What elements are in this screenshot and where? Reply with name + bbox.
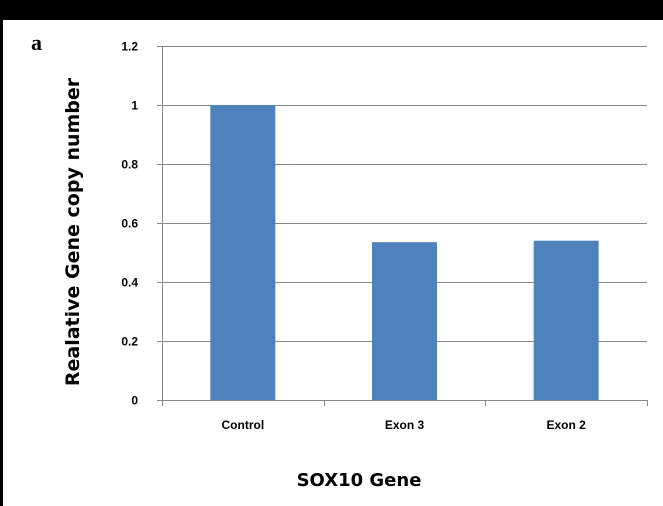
- bar-exon-2: [533, 240, 599, 400]
- tick-labels: 0 0.2 0.4 0.6 0.8 1 1.2 Control Exon 3 Exon 2: [121, 40, 586, 433]
- x-tick-label: Control: [222, 418, 265, 432]
- y-tick-label: 0.6: [121, 217, 138, 231]
- y-tick-label: 0: [131, 394, 138, 408]
- bar-control: [210, 105, 276, 400]
- y-tick-label: 0.8: [121, 158, 138, 172]
- bars: [210, 105, 599, 400]
- left-border-edge: [0, 20, 3, 506]
- x-tick-label: Exon 3: [385, 418, 425, 432]
- y-tick-label: 0.2: [121, 335, 138, 349]
- y-tick-label: 1.2: [121, 40, 138, 54]
- top-border-bar: [0, 0, 663, 20]
- x-tick-label: Exon 2: [546, 418, 586, 432]
- y-tick-label: 1: [131, 99, 138, 113]
- bar-exon-3: [372, 242, 437, 400]
- x-axis-title: SOX10 Gene: [297, 470, 422, 491]
- panel-label: a: [31, 30, 42, 55]
- y-tick-label: 0.4: [121, 276, 138, 290]
- axes: [157, 46, 648, 406]
- y-axis-title: Realative Gene copy number: [62, 77, 84, 386]
